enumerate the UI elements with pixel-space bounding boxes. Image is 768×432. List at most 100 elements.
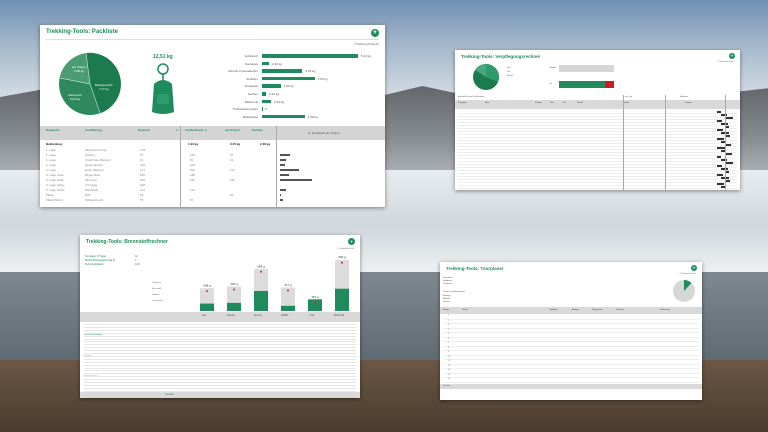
stage-number: 9 <box>448 351 450 353</box>
table-row <box>84 358 356 360</box>
section-heading: Auswahl für eine Trekkingtour <box>458 96 485 98</box>
bar-segment-fuel <box>335 288 349 311</box>
tourplaner-panel: Trekking-Tools: Tourplaner ✈ ©TrekkingTr… <box>440 262 702 400</box>
divider <box>725 95 726 190</box>
bar-value-label: 2,25 kg <box>305 69 316 74</box>
table-cell: 67 <box>140 153 144 157</box>
table-cell: Mütze <box>46 193 55 197</box>
table-cell: 320 <box>230 178 236 182</box>
param-value[interactable]: 10 <box>135 255 138 258</box>
table-cell: Regenhose <box>85 173 101 177</box>
bar-category-label: Schuhe & Gamaschen <box>227 69 258 74</box>
param-label: Tourdauer (# Tage) <box>85 255 107 258</box>
legend-item: Leergewicht <box>152 300 163 302</box>
table-cell: 1. Lage <box>46 158 57 162</box>
table-cell: 254 <box>190 168 196 172</box>
table-cell: 186 <box>190 173 196 177</box>
row-bar <box>721 150 726 152</box>
row-bar <box>717 156 721 158</box>
category-bar <box>262 107 263 111</box>
koerper-total: 0,45 kg <box>230 142 241 146</box>
row-bar <box>725 162 733 164</box>
table-row <box>458 116 737 117</box>
row-group-label: Kocher <box>84 355 92 358</box>
column-header: Wegstrecke <box>592 309 603 311</box>
bar-category-label: Sonstiges <box>244 61 258 66</box>
bar-category-label: Kochen <box>247 92 258 96</box>
column-header: Ausführung <box>85 128 102 132</box>
category-bar <box>262 114 305 119</box>
end-date-label: Enddatum <box>443 280 453 282</box>
table-cell: Mütze/Schal <box>46 198 63 202</box>
row-bar <box>725 126 729 128</box>
row-bar <box>721 186 725 188</box>
table-row <box>458 155 737 156</box>
table-cell: 114 <box>140 188 145 192</box>
stage-number: 13 <box>448 369 451 371</box>
credit: ©TrekkingTrails.de <box>717 61 734 63</box>
row-bar <box>725 117 733 119</box>
table-row <box>458 113 737 114</box>
bar-category-label: Schlafen <box>246 76 258 81</box>
param-value[interactable]: 2 <box>135 259 137 262</box>
stat-label: Distanz <box>443 301 450 303</box>
column-header: # <box>205 128 207 132</box>
bar-value-label: 1,03 kg <box>283 84 294 89</box>
table-row <box>84 376 356 377</box>
category-bar <box>262 92 267 96</box>
table-row <box>84 379 356 380</box>
pie-label: am Körper <box>72 65 87 69</box>
row-bar <box>280 159 287 161</box>
column-header: Kategorie <box>458 102 467 104</box>
table-cell: 2. Lage <box>46 163 57 167</box>
stage-number: 10 <box>448 355 451 358</box>
row-bar <box>725 180 730 182</box>
category-label: Mehrstoff <box>333 314 345 317</box>
table-row <box>458 173 737 174</box>
bar-segment-rest <box>335 259 349 289</box>
param-label: Bedarf Warmwasser/Tag (l) <box>85 259 116 262</box>
table-cell: 26 <box>140 193 144 197</box>
rucksack-total: 1,93 kg <box>188 142 199 146</box>
ist-label: Ist <box>550 83 553 85</box>
backpack-scale-icon <box>152 63 174 114</box>
bar-value-label: 0,51 kg <box>274 99 284 104</box>
column-header: Eiweiß <box>577 102 584 104</box>
chart-legend: im Rucksack am Körper <box>308 131 340 135</box>
table-row <box>458 125 737 126</box>
table-row <box>84 338 356 339</box>
table-cell: 228 <box>140 183 146 187</box>
weight-marker <box>260 270 262 273</box>
category-label: Gas <box>201 314 207 317</box>
row-bar <box>717 174 723 176</box>
table-row <box>84 384 356 386</box>
logo-icon: ✈ <box>371 29 379 37</box>
table-row <box>84 344 356 345</box>
table-row <box>84 370 356 371</box>
row-group-label: Brennstoffbedarf <box>84 333 103 336</box>
bar-segment-fuel <box>254 290 268 311</box>
bar-total-label: 690 g <box>338 255 346 259</box>
bar-total-label: 330 g <box>230 282 238 286</box>
table-cell: Hose (Merino) <box>85 168 105 172</box>
bar-value-label: 5,34 kg <box>361 54 371 58</box>
logo-icon: ✈ <box>691 265 697 271</box>
param-label: Sicherheitsfaktor <box>85 263 104 266</box>
stage-number: 6 <box>448 337 450 340</box>
table-cell: 57 <box>190 198 194 202</box>
table-cell: 41 <box>140 158 144 162</box>
weight-marker <box>287 289 289 292</box>
bar-value-label: 0,23 kg <box>269 92 279 96</box>
legend-fett: Fett <box>507 67 511 69</box>
param-value[interactable]: 10% <box>135 263 141 266</box>
column-header: KH <box>563 102 566 104</box>
row-bar <box>717 120 722 122</box>
row-bar <box>721 141 725 143</box>
category-bar <box>262 99 272 104</box>
table-row <box>458 164 737 165</box>
row-bar <box>280 189 286 191</box>
table-row <box>458 176 737 177</box>
bedarf-label: Bedarf <box>550 67 556 69</box>
table-cell: 82 <box>190 158 194 162</box>
section-heading: Ergebnis <box>680 96 688 98</box>
